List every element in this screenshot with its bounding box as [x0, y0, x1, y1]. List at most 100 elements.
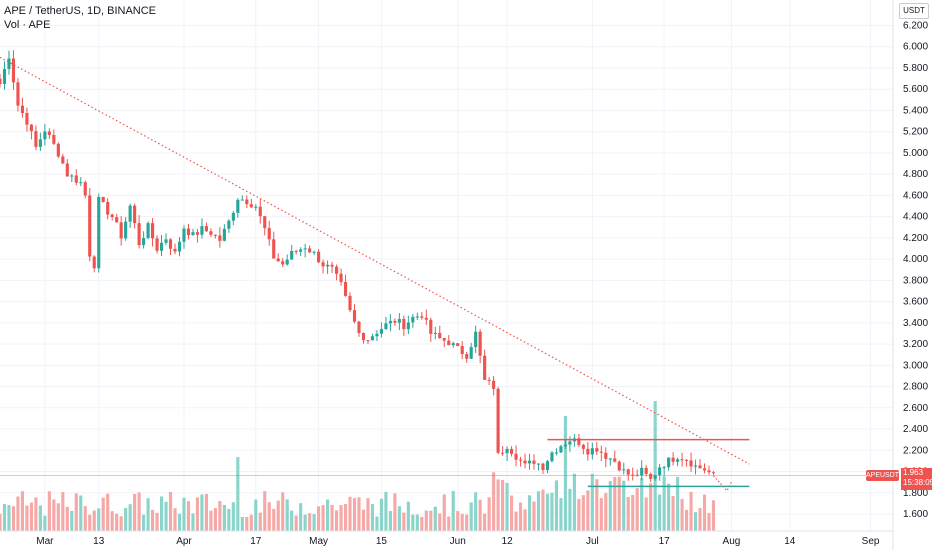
- time-tick-label: Jul: [586, 536, 599, 547]
- volume-bar: [231, 502, 235, 531]
- symbol-title[interactable]: APE / TetherUS, 1D, BINANCE: [4, 5, 157, 17]
- volume-bar: [685, 509, 689, 531]
- volume-bar: [379, 498, 384, 531]
- volume-bar: [568, 488, 572, 531]
- price-tick-label: 5.000: [903, 148, 928, 159]
- candlesticks: [0, 50, 716, 483]
- time-axis-ticks[interactable]: Mar 13 Apr 17 May 15 Jun 12 Jul 17 Aug 14 Sep: [36, 536, 880, 547]
- candle-body: [128, 205, 132, 222]
- volume-bar: [110, 511, 114, 531]
- time-tick-label: 12: [502, 536, 514, 547]
- volume-bar: [613, 477, 617, 531]
- volume-bar: [155, 512, 159, 531]
- volume-bar: [254, 499, 258, 531]
- descending-trendline: [0, 56, 750, 465]
- candle-body: [16, 82, 20, 106]
- candle-body: [505, 448, 509, 454]
- candle-body: [676, 459, 680, 462]
- volume-bar: [281, 492, 285, 531]
- candle-body: [707, 470, 711, 473]
- price-tick-label: 1.800: [903, 488, 928, 499]
- volume-bar: [272, 508, 276, 531]
- price-tick-label: 2.400: [903, 424, 928, 435]
- candle-body: [577, 438, 581, 445]
- candle-body: [299, 249, 303, 252]
- candle-body: [433, 332, 437, 334]
- volume-bar: [586, 490, 590, 531]
- volume-bar: [263, 491, 267, 531]
- candle-body: [222, 228, 226, 241]
- candle-body: [88, 195, 92, 257]
- volume-bar: [115, 513, 119, 531]
- volume-bar: [702, 494, 707, 531]
- volume-bar: [622, 480, 626, 531]
- candle-body: [384, 323, 388, 330]
- candle-body: [317, 251, 321, 263]
- candle-body: [168, 239, 173, 249]
- volume-bar: [550, 492, 554, 531]
- candle-body: [281, 261, 285, 265]
- volume-bar: [456, 511, 460, 531]
- candle-body: [653, 475, 657, 479]
- volume-bar: [384, 491, 388, 531]
- volume-bar: [447, 516, 451, 531]
- volume-bar: [164, 501, 168, 531]
- candle-body: [334, 266, 339, 274]
- candle-body: [658, 467, 662, 476]
- candle-body: [20, 105, 25, 114]
- candle-body: [195, 232, 200, 235]
- candle-body: [204, 226, 208, 232]
- candle-body: [173, 248, 177, 252]
- volume-bar: [56, 503, 60, 531]
- candle-body: [34, 131, 38, 147]
- volume-bar: [249, 514, 253, 531]
- volume-bar: [577, 499, 581, 531]
- volume-bar: [707, 512, 711, 531]
- candle-body: [406, 322, 410, 330]
- volume-bar: [317, 506, 321, 531]
- volume-bar: [200, 494, 204, 531]
- currency-unit-label[interactable]: USDT: [899, 3, 929, 19]
- candle-body: [689, 460, 693, 467]
- volume-bar: [361, 509, 366, 531]
- candle-body: [106, 202, 110, 215]
- volume-bar: [595, 479, 599, 531]
- time-tick-label: Apr: [176, 536, 192, 547]
- volume-bar: [474, 492, 478, 531]
- candle-body: [155, 238, 159, 251]
- candle-body: [218, 235, 222, 241]
- candle-body: [532, 460, 536, 464]
- volume-bar: [518, 502, 523, 531]
- volume-bar: [38, 505, 42, 531]
- candle-body: [348, 295, 352, 311]
- candle-body: [339, 273, 343, 283]
- chart-header: APE / TetherUS, 1D, BINANCE Vol · APE: [4, 4, 156, 32]
- candle-body: [397, 318, 401, 323]
- candle-body: [43, 131, 47, 140]
- volume-bar: [124, 508, 128, 531]
- candle-body: [285, 259, 289, 265]
- volume-bar: [514, 511, 518, 531]
- candle-body: [177, 241, 182, 252]
- candle-body: [474, 331, 478, 348]
- volume-bar: [640, 478, 644, 531]
- volume-bar: [352, 498, 357, 531]
- candle-body: [29, 124, 33, 132]
- candle-body: [74, 175, 78, 183]
- volume-legend[interactable]: Vol · APE: [4, 19, 51, 31]
- volume-bar: [617, 476, 621, 531]
- volume-bar: [61, 492, 65, 531]
- time-tick-label: Mar: [36, 536, 54, 547]
- volume-bar: [74, 493, 78, 531]
- volume-bar: [559, 498, 563, 531]
- price-tick-label: 4.800: [903, 169, 928, 180]
- candle-body: [590, 448, 594, 455]
- volume-bar: [523, 509, 527, 531]
- price-axis-ticks[interactable]: 6.200 6.000 5.800 5.600 5.400 5.200 5.000 4.800…: [903, 20, 928, 520]
- volume-bar: [501, 480, 505, 531]
- volume-bar: [527, 495, 532, 531]
- candle-body: [662, 467, 666, 469]
- candle-body: [451, 343, 455, 346]
- candle-body: [227, 220, 231, 229]
